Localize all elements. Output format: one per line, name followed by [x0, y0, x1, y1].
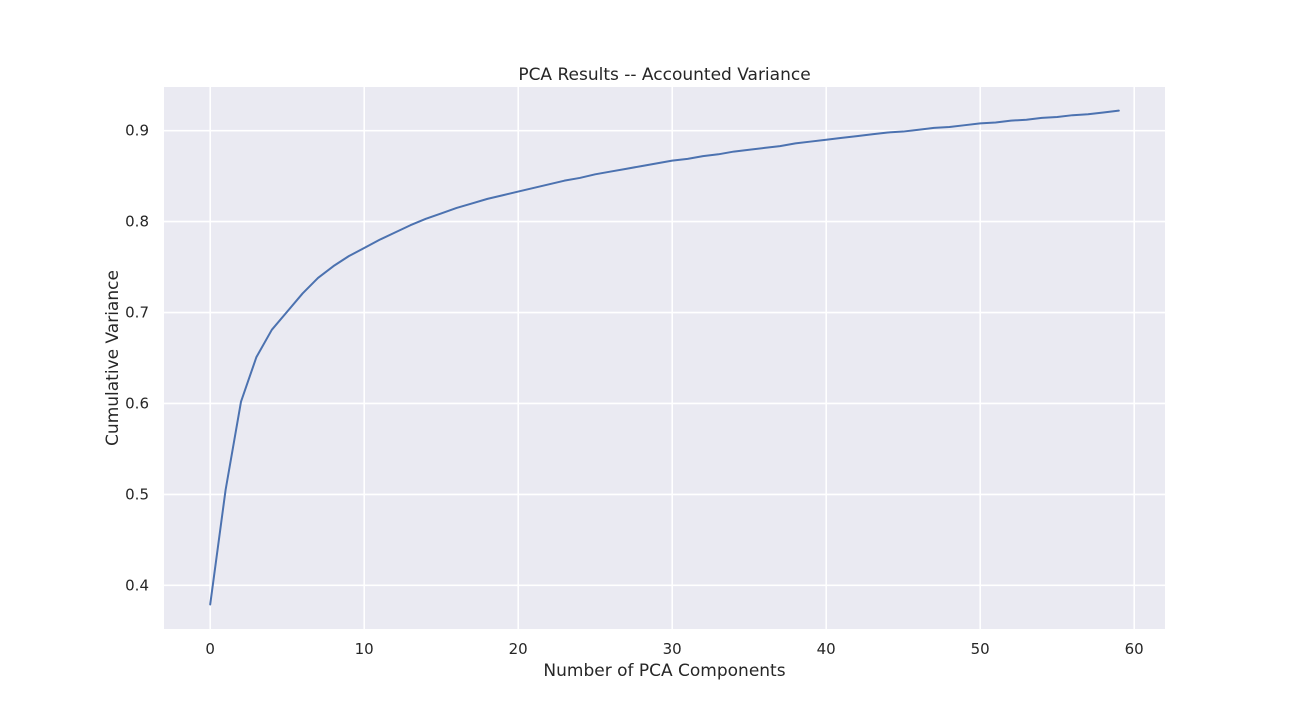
y-tick-label: 0.7: [125, 304, 149, 322]
y-tick-label: 0.6: [125, 394, 149, 412]
series-layer: [209, 109, 1120, 606]
y-tick-label: 0.4: [125, 576, 149, 594]
y-tick-label: 0.9: [125, 122, 149, 140]
y-tick-label: 0.5: [125, 485, 149, 503]
x-axis-label: Number of PCA Components: [543, 661, 785, 681]
y-axis-label: Cumulative Variance: [103, 270, 123, 446]
grid-lines: [164, 87, 1165, 629]
x-tick-label: 40: [817, 640, 836, 658]
x-tick-label: 20: [509, 640, 528, 658]
x-tick-label: 50: [971, 640, 990, 658]
tick-labels: 0 10 20 30 40 50 60 0.4 0.5 0.6 0.7 0.8 0.9: [125, 122, 1144, 658]
plot-area: [164, 87, 1165, 629]
y-tick-label: 0.8: [125, 213, 149, 231]
series-line: [209, 109, 1120, 606]
x-tick-label: 0: [205, 640, 215, 658]
chart-title: PCA Results -- Accounted Variance: [518, 65, 810, 85]
x-tick-label: 60: [1125, 640, 1144, 658]
x-tick-label: 10: [355, 640, 374, 658]
x-tick-label: 30: [663, 640, 682, 658]
